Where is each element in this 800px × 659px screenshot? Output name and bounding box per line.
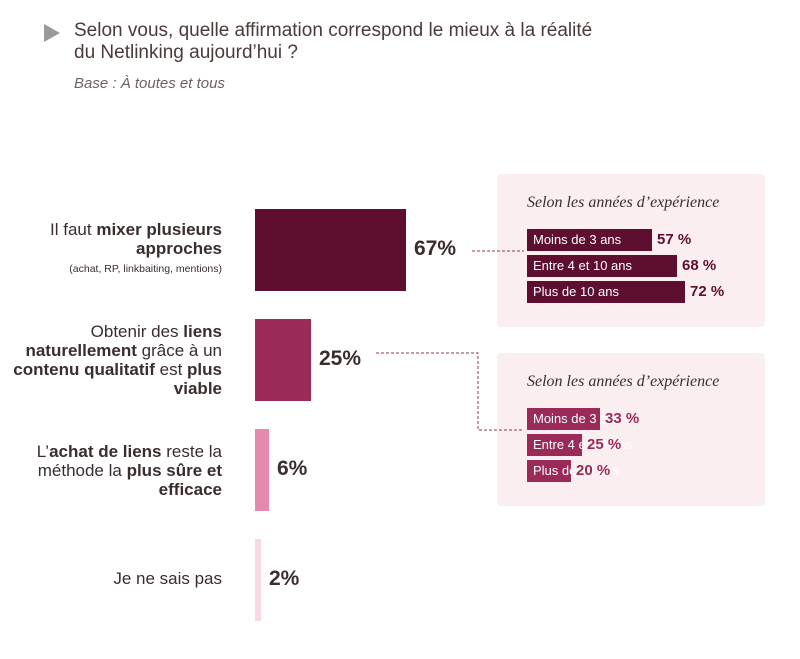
label-bold-text: liens naturellement bbox=[25, 322, 222, 360]
bar-value-label: 6% bbox=[277, 457, 308, 480]
panel-bar: Entre 4 et 10 ans bbox=[527, 255, 677, 277]
label-text: est bbox=[154, 360, 188, 379]
label-bold-text: mixer plusieurs approches bbox=[96, 220, 222, 258]
panel-bar: Plus de 10 ans bbox=[527, 281, 685, 303]
panel-bar-value-label: 25 % bbox=[587, 436, 622, 453]
panel-bar-value-label: 68 % bbox=[682, 257, 717, 274]
bar bbox=[255, 539, 261, 621]
category-label-natural: Obtenir des liens naturellement grâce à … bbox=[12, 322, 222, 398]
panel-bar: Moins de 3 ans bbox=[527, 408, 621, 430]
panel-bar-value-label: 33 % bbox=[605, 410, 640, 427]
category-label-buying: L’achat de liens reste la méthode la plu… bbox=[12, 442, 222, 499]
label-bold-text: contenu qualitatif bbox=[13, 360, 155, 379]
panel-title: Selon les années d’expérience bbox=[527, 373, 720, 390]
category-label-mix: Il faut mixer plusieurs approches (achat… bbox=[12, 220, 222, 276]
panel-bar-value-label: 72 % bbox=[690, 283, 725, 300]
label-text: Obtenir des bbox=[90, 322, 184, 341]
bar bbox=[255, 319, 311, 401]
label-text: L’ bbox=[36, 442, 50, 461]
bar bbox=[255, 429, 269, 511]
connector-line-natural bbox=[376, 352, 524, 431]
experience-panel-natural: Selon les années d’expérience Moins de 3… bbox=[497, 353, 765, 506]
label-bold-text: plus viable bbox=[173, 360, 222, 398]
bar-value-label: 25% bbox=[319, 347, 362, 370]
label-text: reste la méthode la bbox=[37, 442, 222, 480]
label-bold-text: plus sûre et efficace bbox=[126, 461, 222, 499]
panel-bar: Moins de 3 ans bbox=[527, 229, 652, 251]
bar bbox=[255, 209, 406, 291]
play-triangle-icon bbox=[44, 24, 60, 42]
chart-title: Selon vous, quelle affirmation correspon… bbox=[74, 20, 593, 63]
bar-value-label: 2% bbox=[269, 567, 300, 590]
category-note: (achat, RP, linkbaiting, mentions) bbox=[69, 263, 222, 275]
category-label-dont-know: Je ne sais pas bbox=[113, 569, 222, 588]
chart-base-note: Base : À toutes et tous bbox=[74, 75, 225, 92]
label-bold-text: achat de liens bbox=[49, 442, 162, 461]
bar-value-label: 67% bbox=[414, 237, 457, 260]
label-text: Il faut bbox=[50, 220, 97, 239]
label-text: grâce à un bbox=[136, 341, 222, 360]
experience-panel-mix: Selon les années d’expérience Moins de 3… bbox=[497, 174, 765, 327]
panel-bar-value-label: 20 % bbox=[576, 462, 611, 479]
panel-title: Selon les années d’expérience bbox=[527, 194, 720, 211]
panel-bar-value-label: 57 % bbox=[657, 231, 692, 248]
